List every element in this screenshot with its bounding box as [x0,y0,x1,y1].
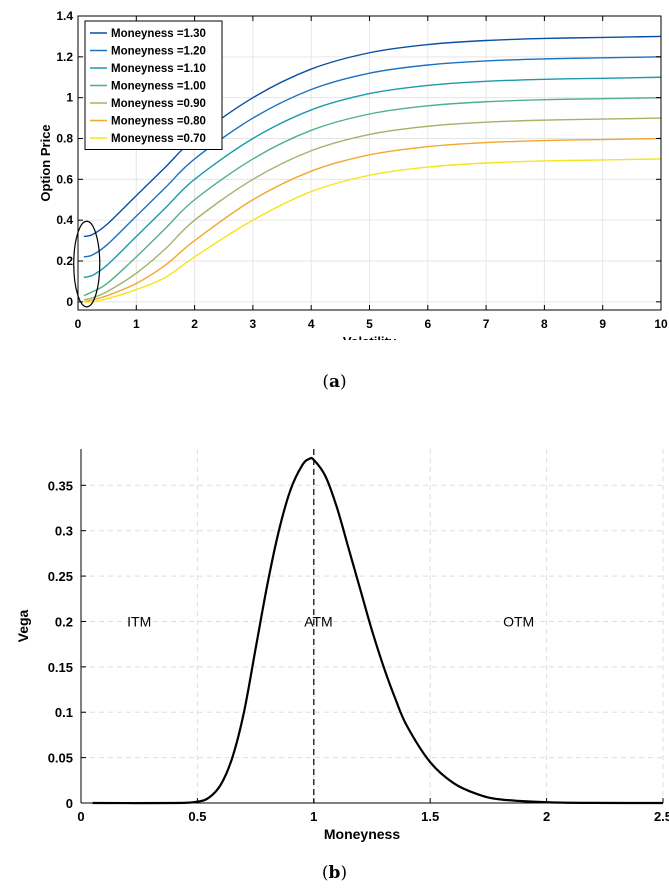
caption-b-label: b [328,863,341,883]
legend-label-6: Moneyness =0.70 [111,133,206,145]
y-tick-label: 0.1 [55,705,73,720]
x-axis-label: Moneyness [324,826,400,842]
series-line-4 [83,117,662,301]
x-tick-label: 2 [191,317,198,331]
y-axis-label: Option Price [38,124,53,201]
series-line-2 [83,76,662,279]
x-tick-label: 1 [310,809,317,824]
legend-label-2: Moneyness =1.10 [111,63,206,75]
y-tick-label: 0.25 [48,569,73,584]
y-tick-label: 0.3 [55,524,73,539]
x-tick-label: 10 [654,317,668,331]
y-axis-label: Vega [15,609,31,642]
caption-a: (a) [322,372,347,392]
series-line-0 [83,35,662,238]
x-tick-label: 1.5 [421,809,439,824]
x-tick-label: 2.5 [654,809,669,824]
caption-b: (b) [321,863,348,883]
x-tick-label: 9 [599,317,606,331]
legend-label-5: Moneyness =0.80 [111,116,206,128]
series-line-6 [83,158,662,303]
chart-vega-vs-moneyness: ITM ATM OTM 0 0.5 1 1.5 2 2.5 0 0.05 0.1 0.15 0.2 0.25… [15,449,669,842]
x-tick-label: 0 [75,317,82,331]
legend-label-4: Moneyness =0.90 [111,98,206,110]
x-tick-label: 5 [366,317,373,331]
x-tick-label: 1 [133,317,140,331]
x-tick-label: 3 [250,317,257,331]
y-tick-label: 0 [66,295,73,309]
vega-curve [92,456,664,805]
x-tick-label: 0.5 [188,809,206,824]
x-tick-label: 4 [308,317,315,331]
legend-label-1: Moneyness =1.20 [111,46,206,58]
region-label-otm: OTM [503,613,534,629]
legend-label-3: Moneyness =1.00 [111,81,206,93]
y-tick-label: 0.05 [48,751,73,766]
chart-option-price-vs-volatility: 0 1 2 3 4 5 6 7 8 9 10 0 0.2 0.4 0.6 0.8 1 1.2 1.4 Volatili… [38,9,668,340]
x-tick-label: 6 [424,317,431,331]
region-label-itm: ITM [127,613,151,629]
y-tick-label: 1.2 [56,50,73,64]
legend-a: Moneyness =1.30 Moneyness =1.20 Moneyness … [84,20,223,150]
legend-box [84,20,223,150]
series-line-3 [83,96,662,297]
legend-label-0: Moneyness =1.30 [111,28,206,40]
y-tick-label: 0.6 [56,172,73,186]
region-label-atm: ATM [304,613,333,629]
annotation-ellipse [73,220,101,308]
series-line-1 [83,56,662,258]
y-tick-label: 0.4 [56,213,73,227]
grid-lines-b [80,449,664,804]
y-tick-label: 0.2 [56,254,73,268]
y-tick-label: 0.35 [48,478,73,493]
y-tick-label: 1 [66,91,73,105]
caption-a-label: a [328,372,340,392]
y-tick-label: 0 [66,796,73,811]
y-tick-label: 1.4 [56,9,73,23]
x-tick-label: 2 [543,809,550,824]
series-line-5 [83,137,662,303]
x-tick-label: 7 [483,317,490,331]
y-tick-label: 0.2 [55,614,73,629]
x-tick-label: 0 [77,809,84,824]
y-tick-label: 0.8 [56,132,73,146]
x-axis-label: Volatility [343,334,397,340]
y-tick-label: 0.15 [48,660,73,675]
x-tick-label: 8 [541,317,548,331]
